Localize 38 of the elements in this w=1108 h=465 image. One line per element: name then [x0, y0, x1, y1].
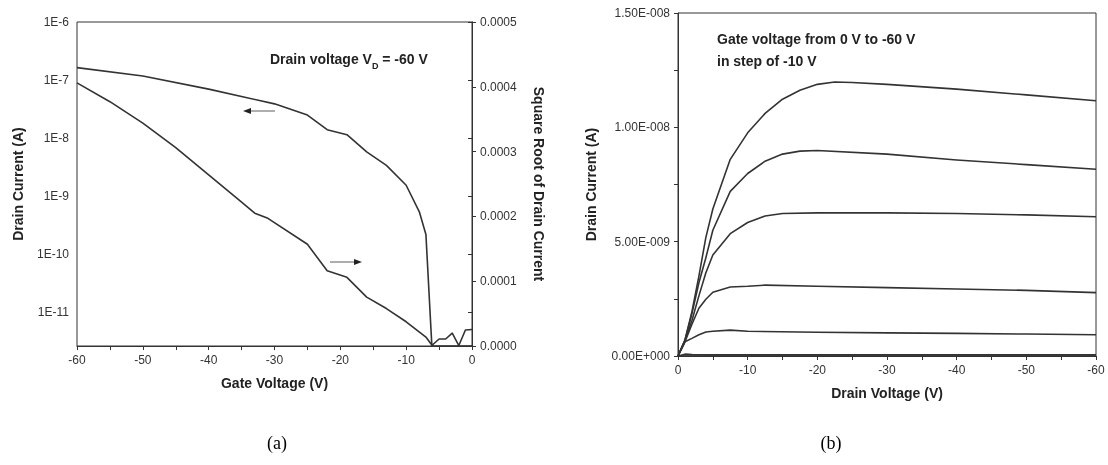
y-tick-label: 1E-8: [43, 131, 70, 146]
annotation: Gate voltage from 0 V to -60 V in step of -10 V: [717, 31, 917, 69]
text: (b): [820, 433, 842, 454]
y-tick-label: 1.50E-008: [614, 6, 671, 20]
text: (a): [267, 433, 287, 454]
x-tick-label: -20: [808, 363, 827, 377]
y-tick-label: 1E-10: [36, 247, 70, 262]
x-tick-label: -30: [265, 353, 284, 367]
y-tick-label: 1E-9: [43, 189, 70, 204]
x-tick-label: -10: [738, 363, 757, 377]
y-tick-label: 1E-11: [37, 305, 70, 320]
y-tick-label: 1E-7: [43, 73, 70, 88]
y2-tick-label: 0.0004: [480, 79, 518, 94]
y-tick-label: 1.00E-008: [614, 120, 671, 135]
x-axis-title: Gate Voltage (V): [220, 375, 329, 391]
y-tick-label: 5.00E-009: [614, 234, 671, 249]
x-tick-label: -60: [1087, 363, 1105, 377]
x-tick-label: 0: [674, 363, 682, 377]
x-axis-title: Drain Voltage (V): [831, 385, 943, 401]
y-tick-label: 1E-6: [43, 15, 70, 29]
y2-tick-label: 0.0000: [480, 339, 518, 353]
y-axis-title: Drain Current (A): [10, 127, 26, 241]
x-tick-label: -40: [199, 353, 218, 367]
y2-tick-label: 0.0003: [480, 144, 518, 159]
y-axis-title: Drain Current (A): [583, 127, 599, 242]
x-tick-label: -10: [397, 353, 416, 367]
x-tick-label: -30: [878, 363, 896, 377]
x-tick-label: 0: [468, 353, 476, 367]
y2-tick-label: 0.0001: [480, 274, 518, 289]
y2-tick-label: 0.0005: [480, 15, 518, 29]
y2-axis-title: Square Root of Drain Current: [531, 86, 547, 282]
y2-tick-label: 0.0002: [480, 209, 518, 224]
x-tick-label: -50: [1017, 363, 1036, 377]
y-tick-label: 0.00E+000: [611, 349, 671, 363]
x-tick-label: -40: [947, 363, 966, 377]
x-tick-label: -60: [68, 353, 86, 367]
x-tick-label: -20: [331, 353, 350, 367]
x-tick-label: -50: [134, 353, 152, 367]
